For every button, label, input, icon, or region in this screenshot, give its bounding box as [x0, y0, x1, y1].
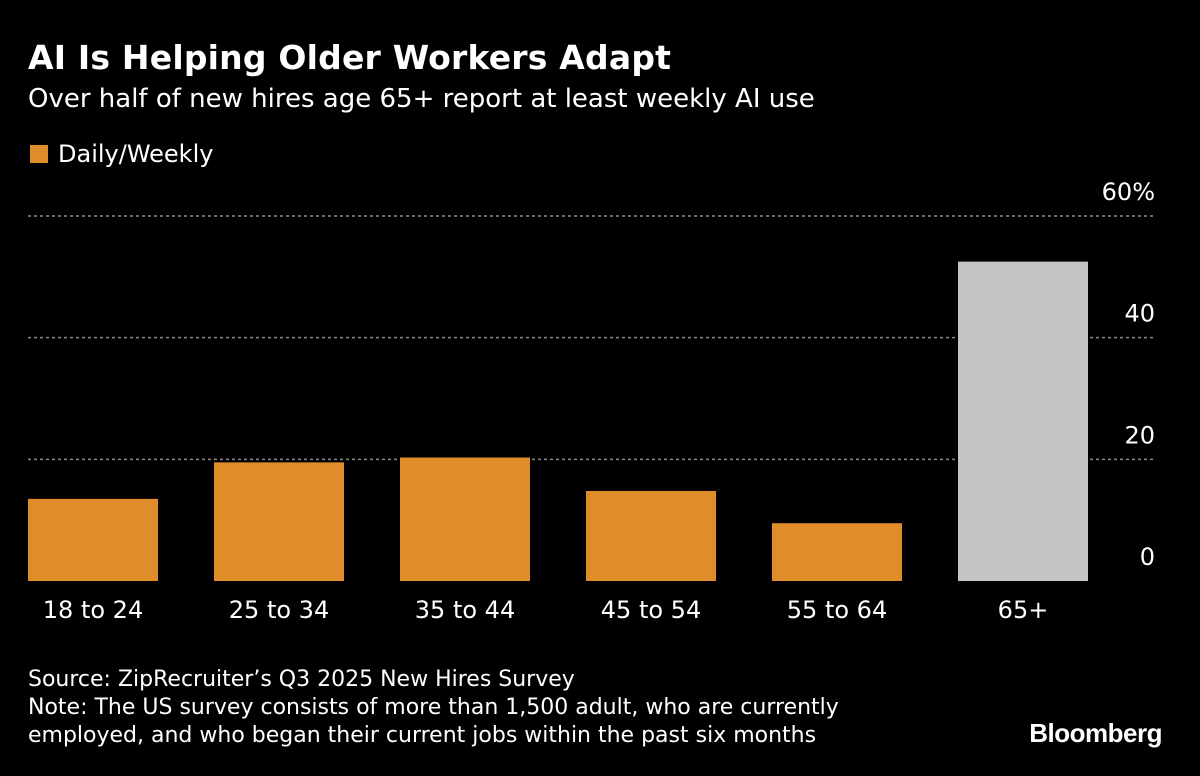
bar-55-to-64: [772, 523, 902, 581]
legend-swatch: [30, 145, 48, 163]
bar-25-to-34: [214, 462, 344, 581]
x-tick-label: 35 to 44: [415, 596, 515, 624]
legend-label: Daily/Weekly: [58, 140, 214, 168]
bar-65plus: [958, 261, 1088, 581]
bar-45-to-54: [586, 490, 716, 581]
x-tick-label: 65+: [998, 596, 1049, 624]
legend: Daily/Weekly: [30, 140, 213, 168]
note-line-2: employed, and who began their current jo…: [28, 723, 817, 748]
bar-35-to-44: [400, 457, 530, 581]
bar-18-to-24: [28, 498, 158, 581]
y-tick-label: 60%: [1102, 178, 1155, 206]
note-line-1: Note: The US survey consists of more tha…: [28, 695, 839, 720]
chart-title: AI Is Helping Older Workers Adapt: [28, 38, 672, 77]
bloomberg-logo: Bloomberg: [1029, 718, 1162, 748]
chart-footer: Source: ZipRecruiter’s Q3 2025 New Hires…: [28, 666, 839, 750]
x-tick-label: 45 to 54: [601, 596, 701, 624]
y-tick-label: 20: [1124, 421, 1155, 449]
source-note: Source: ZipRecruiter’s Q3 2025 New Hires…: [28, 667, 575, 692]
bar-chart: 0 20 40 60% 18 to 24 25 to 34 35 to 44 45 to 54…: [28, 178, 1155, 624]
y-tick-label: 0: [1140, 543, 1155, 571]
x-tick-label: 55 to 64: [787, 596, 887, 624]
y-tick-label: 40: [1124, 300, 1155, 328]
chart-subtitle: Over half of new hires age 65+ report at…: [28, 84, 815, 114]
x-tick-label: 25 to 34: [229, 596, 329, 624]
x-tick-label: 18 to 24: [43, 596, 143, 624]
